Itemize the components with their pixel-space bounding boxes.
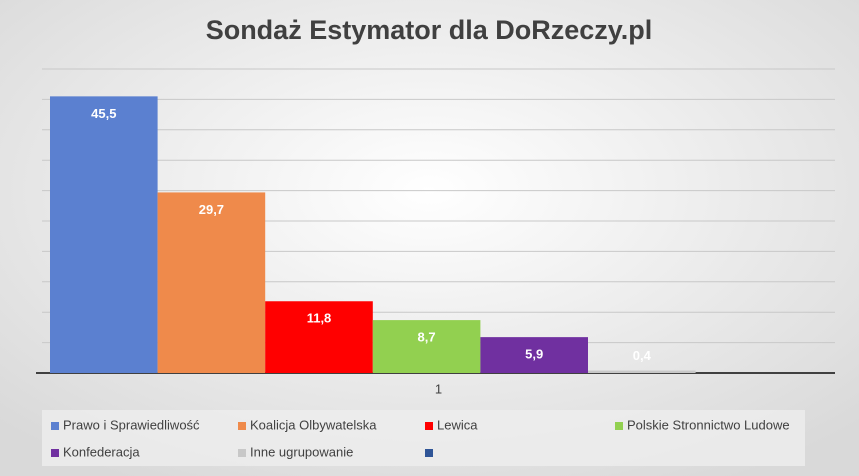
bar (588, 370, 696, 373)
bar (265, 301, 373, 373)
data-label: 45,5 (91, 106, 116, 121)
x-tick-label: 1 (435, 381, 442, 396)
legend-label: Inne ugrupowanie (250, 444, 353, 459)
legend-label: Koalicja Olbywatelska (250, 417, 377, 432)
legend-label: Lewica (437, 417, 478, 432)
legend-swatch (425, 422, 433, 430)
data-label: 0,4 (633, 348, 652, 363)
legend-swatch (425, 449, 433, 457)
legend-label: Polskie Stronnictwo Ludowe (627, 417, 790, 432)
data-label: 5,9 (525, 347, 543, 362)
legend-swatch (238, 449, 246, 457)
legend-swatch (51, 449, 59, 457)
legend-swatch (238, 422, 246, 430)
chart-title: Sondaż Estymator dla DoRzeczy.pl (206, 15, 653, 45)
bar (50, 96, 158, 374)
data-label: 29,7 (199, 202, 224, 217)
legend-label: Prawo i Sprawiedliwość (63, 417, 200, 432)
data-label: 11,8 (307, 311, 332, 326)
bar (372, 320, 481, 373)
data-label: 8,7 (418, 330, 436, 345)
legend-swatch (51, 422, 59, 430)
bar (157, 192, 266, 373)
legend-swatch (615, 422, 623, 430)
legend-label: Konfederacja (63, 444, 140, 459)
legend-box (42, 410, 805, 466)
bar (480, 337, 588, 373)
